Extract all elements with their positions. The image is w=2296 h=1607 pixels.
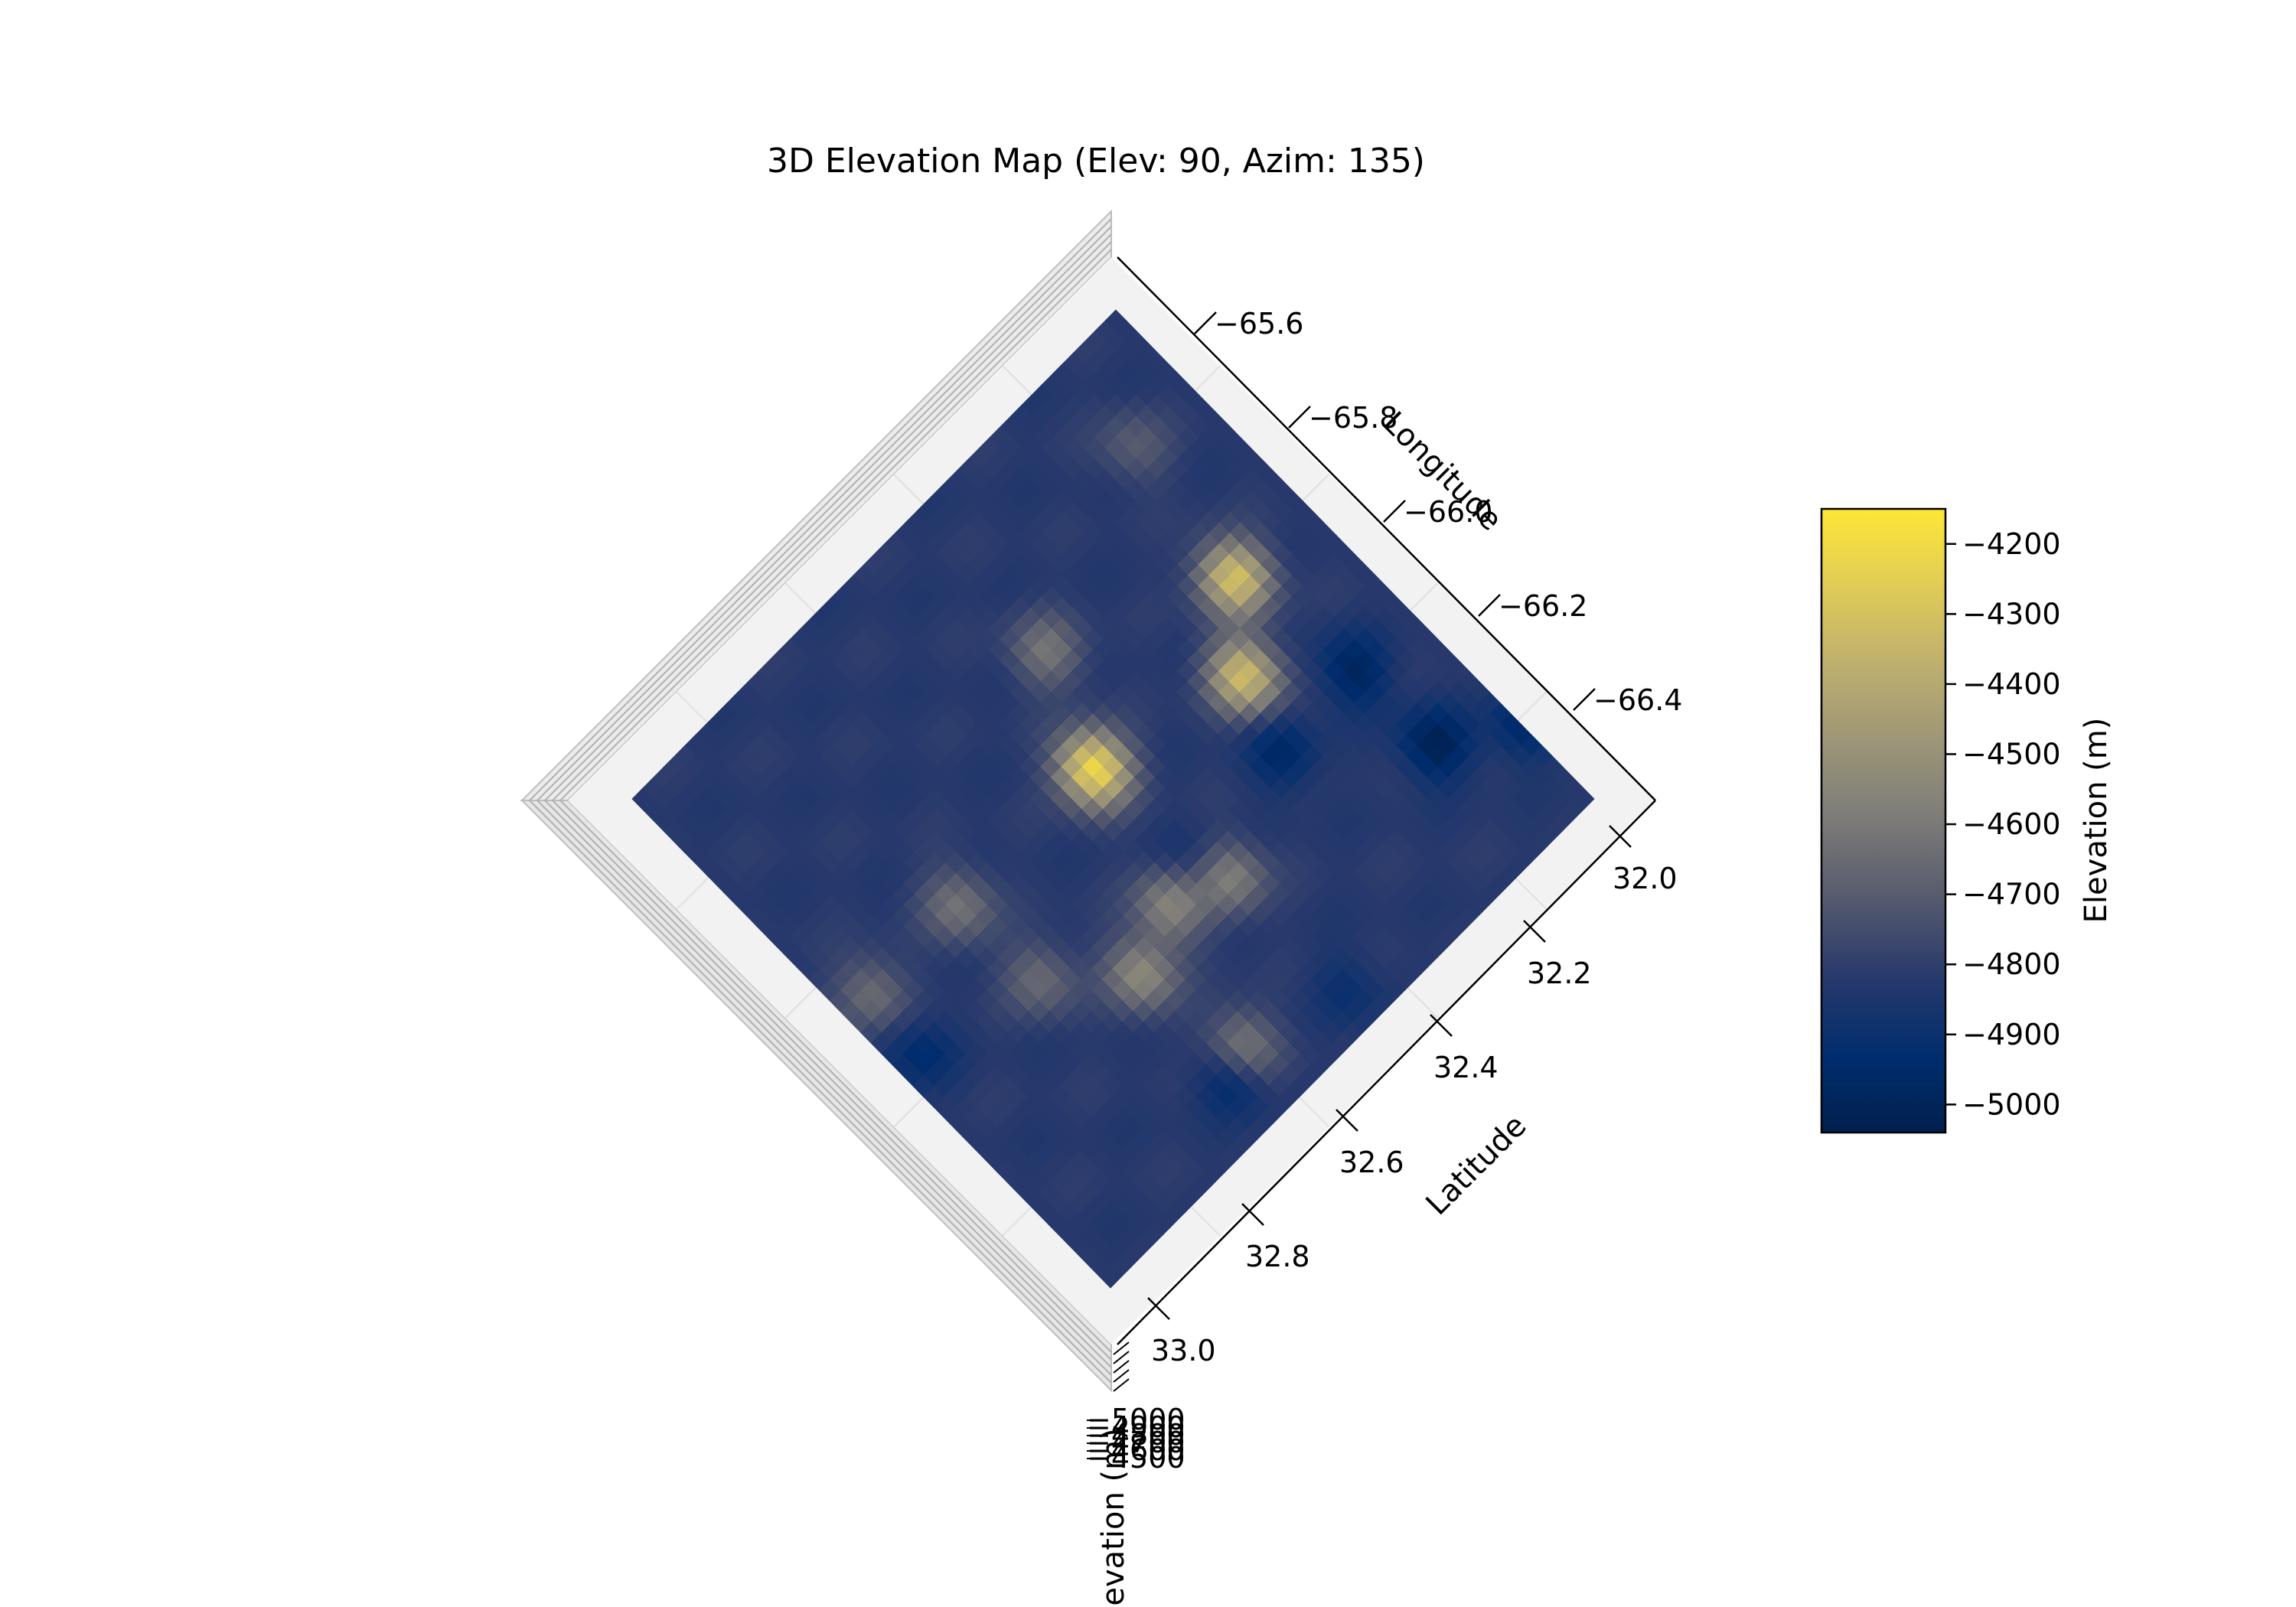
- x-tick-label: −65.8: [1309, 401, 1397, 435]
- y-tick-label: 33.0: [1151, 1334, 1216, 1367]
- x-tick: [1288, 406, 1311, 429]
- colorbar-tick-label: −4800: [1962, 947, 2061, 981]
- x-tick: [1478, 594, 1501, 617]
- colorbar-tick-label: −4500: [1962, 738, 2061, 771]
- colorbar-label: Elevation (m): [2079, 718, 2114, 924]
- y-axis-line: [1117, 800, 1656, 1345]
- z-tick-label: −5000: [1087, 1403, 1186, 1436]
- y-tick: [1430, 1014, 1453, 1037]
- colorbar-tick-label: −4300: [1962, 597, 2061, 631]
- z-axis-stub: [1113, 1360, 1130, 1374]
- colorbar: −4200 −4300 −4400 −4500 −4600 −4700 −4800 −4900…: [1820, 507, 2061, 1134]
- x-tick-label: −66.0: [1404, 495, 1492, 529]
- plot-area: −65.6 −65.8 −66.0 −66.2 −66.4 32.0 32.2 32.4 32.…: [520, 209, 1682, 1475]
- colorbar-tick-label: −4600: [1962, 807, 2061, 841]
- y-tick-label: 32.6: [1339, 1146, 1404, 1179]
- z-axis-label: Elevation (m): [1096, 1428, 1131, 1607]
- y-axis-label: Latitude: [1420, 1108, 1534, 1222]
- wall-gridline: [536, 226, 1112, 1376]
- x-tick-label: −66.4: [1593, 683, 1682, 717]
- x-tick: [1194, 311, 1217, 334]
- z-axis-stub: [1113, 1341, 1130, 1355]
- y-tick-label: 32.8: [1245, 1240, 1310, 1273]
- wall-gridline: [551, 241, 1112, 1361]
- wall-gridline: [528, 218, 1112, 1384]
- y-tick-label: 32.2: [1527, 957, 1592, 990]
- z-axis-stub: [1113, 1351, 1130, 1364]
- elevation-surface: [631, 309, 1595, 1289]
- colorbar-tick-label: −5000: [1962, 1087, 2061, 1121]
- z-tick-label: −4900: [1087, 1410, 1186, 1444]
- colorbar-tick-label: −4400: [1962, 667, 2061, 701]
- y-tick: [1609, 825, 1632, 848]
- colorbar-tick-label: −4200: [1962, 527, 2061, 561]
- chart-title: 3D Elevation Map (Elev: 90, Azim: 135): [767, 142, 1425, 181]
- y-tick: [1336, 1109, 1358, 1132]
- y-tick-label: 32.0: [1613, 862, 1678, 895]
- x-tick: [1573, 688, 1596, 711]
- x-tick: [1383, 500, 1406, 523]
- colorbar-tick-label: −4700: [1962, 878, 2061, 911]
- y-tick: [1241, 1203, 1264, 1226]
- z-tick-label: −4800: [1087, 1418, 1186, 1452]
- wall-gridline: [543, 233, 1112, 1368]
- z-tick-label: −4600: [1087, 1433, 1186, 1467]
- wall-gridline: [559, 249, 1112, 1353]
- y-tick: [1523, 920, 1546, 943]
- x-tick-label: −65.6: [1215, 307, 1303, 341]
- x-tick-label: −66.2: [1499, 589, 1587, 623]
- surface-cell: [1099, 1266, 1122, 1289]
- z-axis-stub: [1113, 1369, 1130, 1383]
- y-tick-label: 32.4: [1433, 1051, 1499, 1084]
- z-axis-stub: [1113, 1378, 1130, 1392]
- colorbar-tick-label: −4900: [1962, 1018, 2061, 1051]
- z-tick-label: −4500: [1087, 1441, 1186, 1475]
- x-axis-line: [1117, 256, 1656, 801]
- z-tick-label: −4700: [1087, 1426, 1186, 1459]
- y-tick: [1147, 1297, 1170, 1320]
- colorbar-gradient: [1820, 507, 1947, 1134]
